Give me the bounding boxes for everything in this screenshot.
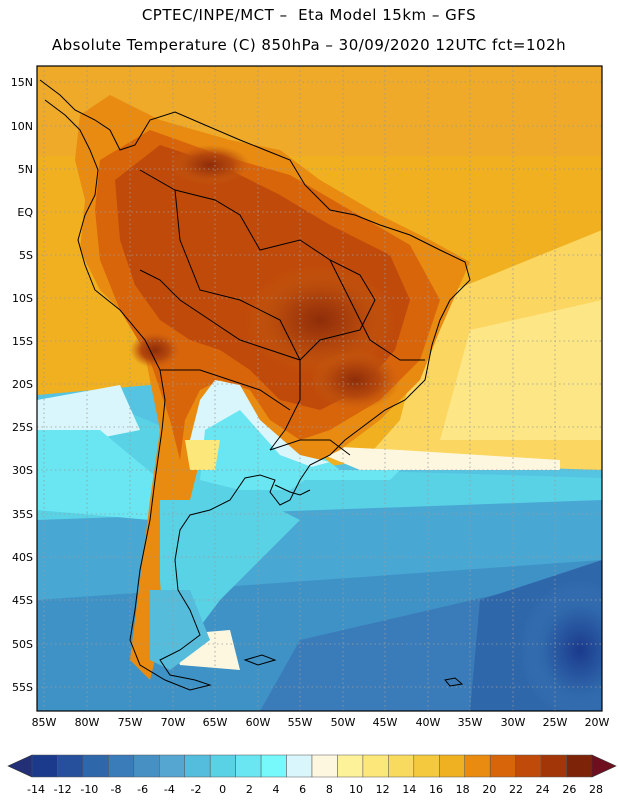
coastlines-borders — [39, 79, 471, 691]
colorbar-swatch — [566, 754, 593, 778]
lon-label: 75W — [118, 716, 143, 729]
lat-label: 50S — [12, 638, 33, 651]
colorbar-label: 10 — [349, 783, 363, 796]
colorbar-swatch — [489, 754, 516, 778]
colorbar-label: -14 — [27, 783, 45, 796]
colorbar-swatch — [184, 754, 211, 778]
colorbar-label: 22 — [509, 783, 523, 796]
colorbar-label: 18 — [456, 783, 470, 796]
colorbar-label: 16 — [429, 783, 443, 796]
colorbar-label: 8 — [326, 783, 333, 796]
lat-label: 15S — [12, 335, 33, 348]
colorbar-swatch — [388, 754, 415, 778]
lon-label: 20W — [585, 716, 610, 729]
lon-label: 45W — [373, 716, 398, 729]
colorbar-label: 26 — [562, 783, 576, 796]
colorbar-label: -2 — [191, 783, 202, 796]
colorbar-label: -8 — [111, 783, 122, 796]
lat-label: 55S — [12, 681, 33, 694]
colorbar-label: 12 — [376, 783, 390, 796]
colorbar-swatch — [311, 754, 338, 778]
lon-label: 55W — [288, 716, 313, 729]
chart-title-line2: Absolute Temperature (C) 850hPa – 30/09/… — [51, 36, 567, 54]
lat-label: 15N — [11, 76, 33, 89]
colorbar-label: 6 — [299, 783, 306, 796]
lon-label: 80W — [75, 716, 100, 729]
lon-label: 50W — [331, 716, 356, 729]
colorbar-swatch — [31, 754, 58, 778]
colorbar-label: 24 — [536, 783, 550, 796]
colorbar-label: -12 — [54, 783, 72, 796]
colorbar-swatch — [57, 754, 84, 778]
colorbar-swatch — [235, 754, 262, 778]
colorbar-label: 2 — [246, 783, 253, 796]
chart-title-line1: CPTEC/INPE/MCT – Eta Model 15km – GFS — [141, 6, 477, 24]
colorbar-swatch — [133, 754, 160, 778]
lon-label: 65W — [203, 716, 228, 729]
colorbar-label: 4 — [273, 783, 280, 796]
colorbar-label: 0 — [219, 783, 226, 796]
lat-label: 30S — [12, 464, 33, 477]
colorbar-swatch — [337, 754, 364, 778]
colorbar-label: -4 — [164, 783, 175, 796]
lat-label: EQ — [17, 206, 33, 219]
colorbar-label: 28 — [589, 783, 603, 796]
colorbar-swatch — [209, 754, 236, 778]
colorbar-under-triangle — [7, 754, 33, 778]
colorbar-swatch — [413, 754, 440, 778]
lon-label: 35W — [458, 716, 483, 729]
lat-label: 10S — [12, 292, 33, 305]
lon-label: 70W — [161, 716, 186, 729]
colorbar-swatch — [260, 754, 287, 778]
map-field — [37, 66, 602, 711]
lat-label: 45S — [12, 594, 33, 607]
colorbar-swatch — [515, 754, 542, 778]
latitude-axis: 15N 10N 5N EQ 5S 10S 15S 20S 25S 30S 35S… — [11, 76, 34, 694]
colorbar: -14 -12 -10 -8 -6 -4 -2 0 2 4 6 8 10 12 14 16 18 20 22 24 26… — [7, 754, 617, 796]
lon-label: 60W — [246, 716, 271, 729]
colorbar-swatch — [286, 754, 313, 778]
map-frame — [36, 65, 603, 712]
colorbar-swatch — [362, 754, 389, 778]
lat-label: 25S — [12, 421, 33, 434]
colorbar-swatch — [464, 754, 491, 778]
lat-label: 5N — [18, 163, 33, 176]
colorbar-label: -10 — [80, 783, 98, 796]
colorbar-swatch — [108, 754, 135, 778]
lon-label: 85W — [32, 716, 57, 729]
colorbar-label: -6 — [137, 783, 148, 796]
lon-label: 40W — [416, 716, 441, 729]
lat-label: 10N — [11, 120, 33, 133]
colorbar-over-triangle — [591, 754, 617, 778]
longitude-axis: 85W 80W 75W 70W 65W 60W 55W 50W 45W 40W … — [32, 716, 610, 729]
lon-label: 25W — [543, 716, 568, 729]
colorbar-label: 14 — [402, 783, 416, 796]
colorbar-swatch — [439, 754, 465, 778]
lat-label: 35S — [12, 508, 33, 521]
lat-label: 40S — [12, 551, 33, 564]
lon-label: 30W — [501, 716, 526, 729]
colorbar-swatch — [82, 754, 109, 778]
colorbar-label: 20 — [482, 783, 496, 796]
lat-label: 20S — [12, 378, 33, 391]
lat-label: 5S — [19, 249, 33, 262]
colorbar-swatch — [540, 754, 567, 778]
colorbar-swatch — [159, 754, 185, 778]
